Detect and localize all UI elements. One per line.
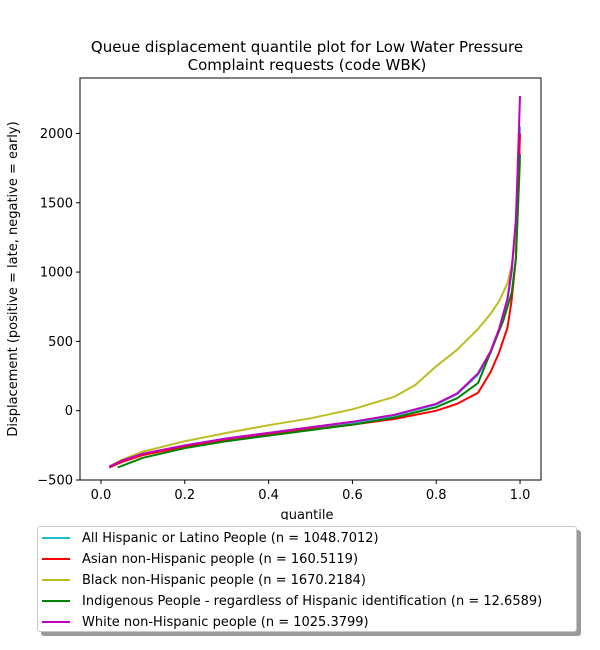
y-axis-label: Displacement (positive = late, negative …	[6, 121, 21, 436]
legend-swatch	[42, 558, 70, 560]
x-tick-label: 0.6	[342, 488, 363, 503]
legend-swatch	[42, 537, 70, 539]
x-tick-label: 0.2	[174, 488, 195, 503]
x-axis: 0.0 0.2 0.4 0.6 0.8 1.0	[91, 480, 531, 503]
legend-item-asian: Asian non-Hispanic people (n = 160.5119)	[42, 549, 358, 569]
x-tick-label: 0.0	[91, 488, 112, 503]
y-tick-label: 1500	[40, 196, 73, 211]
plot-area-frame	[79, 77, 542, 481]
chart: Queue displacement quantile plot for Low…	[6, 38, 542, 520]
chart-title: Queue displacement quantile plot for Low…	[91, 38, 523, 74]
legend-label: Indigenous People - regardless of Hispan…	[82, 593, 543, 609]
legend-swatch	[42, 600, 70, 602]
chart-title-line: Complaint requests (code WBK)	[188, 56, 427, 74]
y-tick-label: −500	[37, 474, 73, 489]
legend-label: Asian non-Hispanic people (n = 160.5119)	[82, 551, 359, 567]
legend-item-indigenous: Indigenous People - regardless of Hispan…	[42, 591, 542, 611]
legend-swatch	[42, 579, 70, 581]
series-line-3	[117, 154, 521, 469]
series-line-1	[108, 133, 521, 469]
legend-item-black: Black non-Hispanic people (n = 1670.2184…	[42, 570, 366, 590]
series-line-4	[108, 95, 521, 468]
series-line-0	[108, 126, 521, 469]
x-tick-label: 1.0	[510, 488, 531, 503]
y-tick-label: 500	[48, 335, 73, 350]
legend-label: White non-Hispanic people (n = 1025.3799…	[82, 614, 369, 630]
y-tick-label: 0	[65, 404, 73, 419]
x-tick-label: 0.8	[426, 488, 447, 503]
legend-item-all-hispanic: All Hispanic or Latino People (n = 1048.…	[42, 528, 379, 548]
legend-item-white: White non-Hispanic people (n = 1025.3799…	[42, 612, 369, 632]
x-axis-label: quantile	[280, 508, 333, 520]
series-line-2	[108, 161, 521, 467]
y-tick-label: 2000	[40, 127, 73, 142]
legend-label: Black non-Hispanic people (n = 1670.2184…	[82, 572, 366, 588]
legend-label: All Hispanic or Latino People (n = 1048.…	[82, 530, 379, 546]
legend: All Hispanic or Latino People (n = 1048.…	[37, 526, 577, 632]
chart-title-line: Queue displacement quantile plot for Low…	[91, 38, 523, 56]
legend-swatch	[42, 621, 70, 623]
y-axis: −500 0 500 1000 1500 2000	[37, 127, 80, 489]
x-tick-label: 0.4	[258, 488, 279, 503]
y-tick-label: 1000	[40, 266, 73, 281]
plot-lines	[108, 95, 521, 469]
